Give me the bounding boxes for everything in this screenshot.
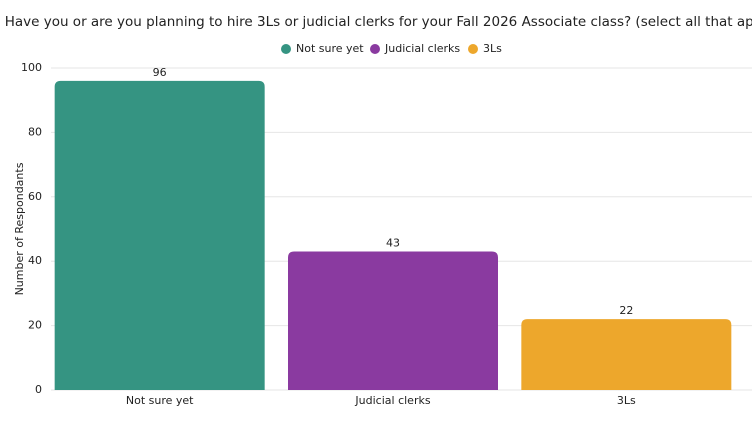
x-tick-label: Judicial clerks [354,394,430,407]
y-tick-label: 0 [35,383,42,396]
y-tick-label: 80 [28,125,42,138]
value-label: 22 [619,304,633,317]
legend-marker [468,44,478,54]
bar [54,80,265,390]
y-tick-label: 100 [21,61,42,74]
y-axis-label: Number of Respondants [13,162,26,295]
y-tick-label: 60 [28,190,42,203]
legend-label: Judicial clerks [384,42,460,55]
legend-label: 3Ls [483,42,502,55]
value-label: 43 [386,237,400,250]
y-tick-label: 40 [28,254,42,267]
chart-title: Have you or are you planning to hire 3Ls… [5,14,752,30]
y-tick-label: 20 [28,319,42,332]
value-label: 96 [153,66,167,79]
x-tick-label: 3Ls [617,394,636,407]
legend-marker [281,44,291,54]
bar [288,251,498,390]
legend-marker [370,44,380,54]
legend-label: Not sure yet [296,42,364,55]
x-tick-label: Not sure yet [126,394,194,407]
bar [521,319,732,390]
